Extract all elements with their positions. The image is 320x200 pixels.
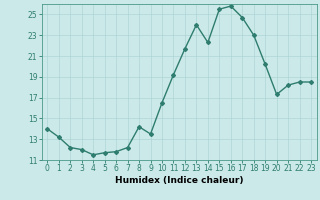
X-axis label: Humidex (Indice chaleur): Humidex (Indice chaleur) [115,176,244,185]
